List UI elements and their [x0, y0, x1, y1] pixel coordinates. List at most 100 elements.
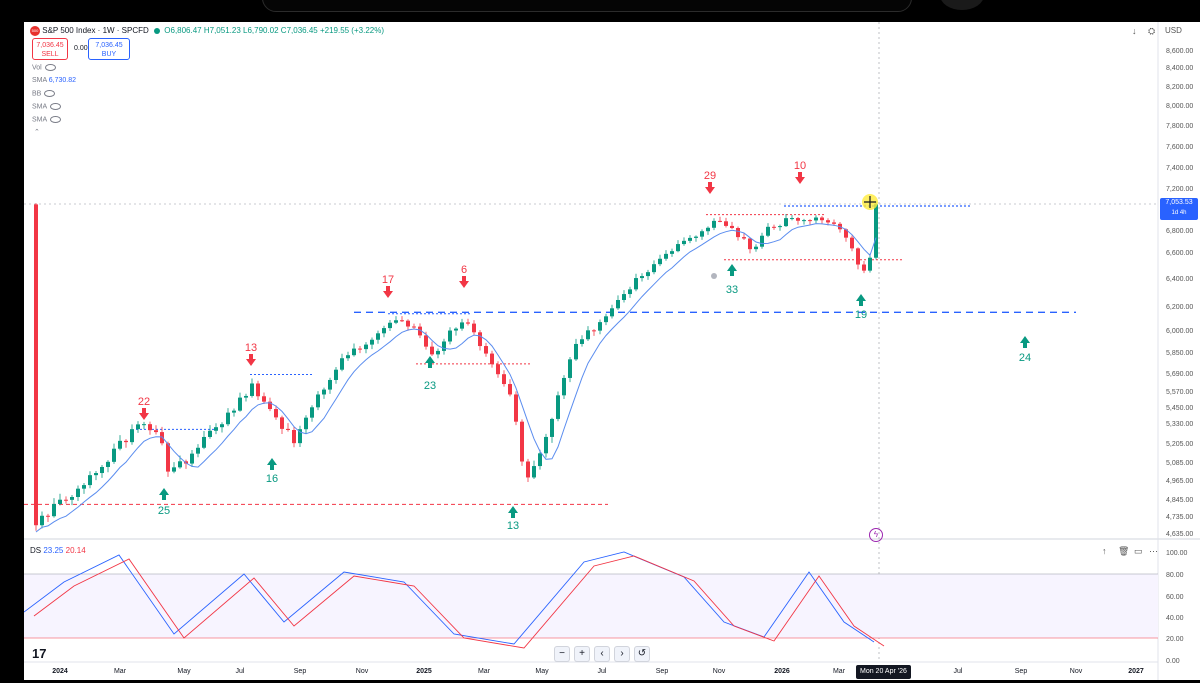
time-tick-label: Mar — [114, 668, 127, 675]
indicator-sma-3[interactable]: SMA — [32, 116, 62, 123]
candle-body — [694, 236, 698, 238]
time-tick-label: 2026 — [774, 668, 790, 675]
candle-body — [208, 430, 212, 437]
oscillator-tick-label: 100.00 — [1166, 550, 1188, 557]
candle-body — [238, 397, 242, 411]
candle-body — [706, 227, 710, 232]
browser-button-pill — [940, 0, 984, 10]
price-tick-label: 7,200.00 — [1166, 186, 1193, 193]
oscillator-tick-label: 20.00 — [1166, 636, 1184, 643]
candle-body — [748, 238, 752, 250]
candle-body — [550, 418, 554, 437]
candle-body — [568, 359, 572, 378]
chart-window[interactable]: 8,600.00 8,400.00 8,200.00 8,000.00 7,800.00… — [24, 22, 1200, 680]
candle-body — [448, 330, 452, 342]
settings-icon[interactable]: ⛭ — [1148, 26, 1156, 36]
candle-body — [484, 346, 488, 354]
candle-body — [772, 226, 776, 228]
candle-body — [814, 217, 818, 221]
candle-body — [616, 299, 620, 309]
buy-button[interactable]: 7,036.45 BUY — [88, 38, 130, 60]
candle-body — [190, 453, 194, 464]
zoom-out-button[interactable]: − — [554, 646, 570, 662]
candle-body — [262, 396, 266, 402]
spread-value: 0.00 — [74, 45, 88, 52]
candle-body — [310, 407, 314, 418]
tradingview-logo: 17 — [32, 646, 47, 661]
eye-icon[interactable] — [50, 103, 62, 110]
indicator-sma[interactable]: SMA 6,730.82 — [32, 77, 76, 84]
candle-body — [640, 276, 644, 279]
eye-icon[interactable] — [50, 116, 62, 123]
collapse-indicators-icon[interactable]: ⌃ — [34, 129, 40, 136]
sell-signal-arrow-icon — [459, 276, 469, 288]
candle-body — [592, 330, 596, 332]
candle-body — [388, 322, 392, 329]
currency-label[interactable]: USD — [1165, 26, 1182, 35]
maximize-icon[interactable]: ▭ — [1134, 546, 1143, 556]
oscillator-name[interactable]: DS — [30, 546, 42, 555]
price-tick-label: 6,000.00 — [1166, 328, 1193, 335]
oscillator-d-line — [33, 555, 885, 649]
candle-body — [172, 467, 176, 472]
price-tick-label: 5,330.00 — [1166, 421, 1193, 428]
scroll-forward-button[interactable]: › — [614, 646, 630, 662]
candle-body — [130, 429, 134, 443]
oscillator-k-line — [24, 551, 875, 645]
candle-body — [682, 240, 686, 245]
indicator-vol[interactable]: Vol — [32, 64, 56, 71]
zoom-in-button[interactable]: + — [574, 646, 590, 662]
price-tick-label: 5,085.00 — [1166, 460, 1193, 467]
candle-body — [478, 332, 482, 347]
candle-body — [58, 499, 62, 504]
time-tick-label: May — [535, 668, 549, 675]
symbol-title[interactable]: S&P 500 Index · 1W · SPCFD — [42, 26, 149, 36]
time-tick-label: May — [177, 668, 191, 675]
eye-icon[interactable] — [44, 90, 56, 97]
candle-body — [280, 417, 284, 429]
candle-body — [46, 515, 50, 517]
signal-count-label: 25 — [158, 505, 170, 517]
signal-count-label: 16 — [266, 473, 278, 485]
price-tick-label: 6,800.00 — [1166, 228, 1193, 235]
delete-icon[interactable]: 🗑 — [1118, 546, 1130, 556]
candle-body — [736, 228, 740, 238]
candle-body — [334, 369, 338, 380]
candle-body — [718, 220, 722, 222]
eye-icon[interactable] — [44, 64, 56, 71]
candle-body — [100, 466, 104, 474]
scroll-back-button[interactable]: ‹ — [594, 646, 610, 662]
reset-chart-button[interactable]: ↺ — [634, 646, 650, 662]
chart-canvas[interactable]: 8,600.00 8,400.00 8,200.00 8,000.00 7,800.00… — [24, 22, 1200, 680]
oscillator-tick-label: 80.00 — [1166, 572, 1184, 579]
download-icon[interactable]: ↓ — [1132, 26, 1137, 36]
candle-body — [466, 322, 470, 324]
oscillator-tick-label: 60.00 — [1166, 594, 1184, 601]
candle-body — [274, 409, 278, 418]
more-icon[interactable]: ⋯ — [1149, 546, 1158, 556]
indicator-sma-2[interactable]: SMA — [32, 103, 62, 110]
candle-body — [304, 417, 308, 430]
sell-button[interactable]: 7,036.45 SELL — [32, 38, 68, 60]
candle-body — [226, 412, 230, 425]
move-up-icon[interactable]: ↑ — [1102, 546, 1107, 556]
gray-dot-icon — [711, 273, 717, 279]
candle-body — [352, 348, 356, 356]
lightning-icon[interactable]: ϟ — [869, 528, 883, 542]
candle-body — [298, 429, 302, 444]
candle-body — [766, 226, 770, 236]
crosshair-date-label: Mon 20 Apr '26 — [856, 665, 911, 679]
candle-body — [346, 355, 350, 359]
signal-count-label: 13 — [245, 342, 257, 354]
sell-label: SELL — [41, 51, 59, 58]
time-tick-label: Nov — [1070, 668, 1083, 675]
candle-body — [376, 333, 380, 340]
indicator-bb[interactable]: BB — [32, 90, 56, 97]
candle-body — [538, 453, 542, 467]
candle-body — [598, 322, 602, 331]
candle-body — [292, 430, 296, 444]
candle-body — [52, 503, 56, 517]
price-tick-label: 6,400.00 — [1166, 276, 1193, 283]
signal-count-label: 17 — [382, 274, 394, 286]
market-status-icon — [154, 28, 161, 34]
